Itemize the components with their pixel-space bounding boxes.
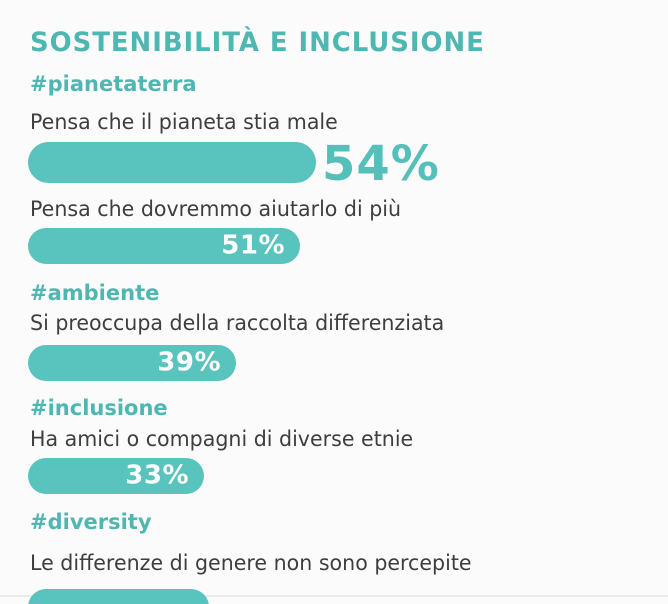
bar-genere-cutoff (28, 589, 209, 604)
statement-aiutarlo: Pensa che dovremmo aiutarlo di più (30, 197, 402, 221)
bar-value-39: 39% (157, 347, 221, 378)
bar-raccolta: 39% (28, 345, 236, 381)
statement-raccolta: Si preoccupa della raccolta differenziat… (30, 311, 445, 335)
hashtag-pianetaterra: #pianetaterra (30, 72, 197, 96)
statement-genere: Le differenze di genere non sono percepi… (30, 551, 472, 575)
statement-etnie: Ha amici o compagni di diverse etnie (30, 427, 414, 451)
bar-pianeta-male (28, 142, 316, 183)
bar-value-33: 33% (125, 460, 189, 491)
hashtag-diversity: #diversity (30, 510, 152, 534)
bar-value-51: 51% (221, 230, 285, 261)
bottom-page-edge-line (0, 595, 668, 597)
statement-pianeta-male: Pensa che il pianeta stia male (30, 110, 338, 134)
bar-etnie: 33% (28, 458, 204, 494)
page-title: SOSTENIBILITÀ E INCLUSIONE (30, 27, 485, 58)
bar-value-54: 54% (322, 136, 440, 192)
bar-aiutarlo: 51% (28, 228, 300, 264)
hashtag-ambiente: #ambiente (30, 281, 160, 305)
hashtag-inclusione: #inclusione (30, 396, 168, 420)
